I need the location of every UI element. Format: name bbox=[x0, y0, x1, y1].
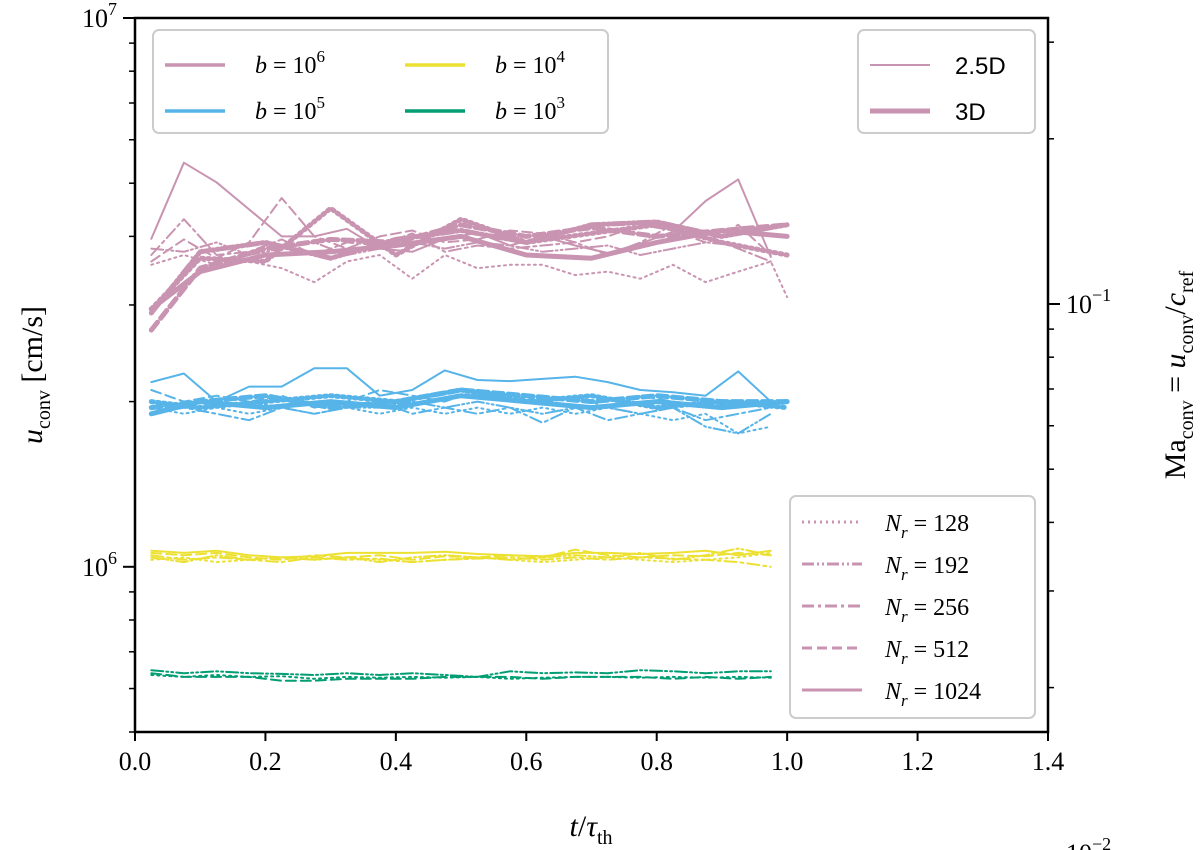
right-axis-ticks: 10−2 10−1 bbox=[1048, 41, 1111, 850]
legend-b-label: b = 106 bbox=[255, 47, 325, 79]
plot-frame bbox=[133, 16, 1050, 734]
legend-nr-label: Nr = 256 bbox=[884, 595, 969, 626]
y-axis-ticks: 106 107 bbox=[82, 0, 135, 733]
legend-b-label: b = 105 bbox=[255, 93, 325, 125]
right-tick-label: 10−1 bbox=[1066, 285, 1111, 319]
series-line-7 bbox=[148, 205, 790, 312]
legend-dim-label: 2.5D bbox=[955, 53, 1006, 80]
right-tick-label: 10−2 bbox=[1066, 834, 1111, 850]
legend-b-values: b = 106 b = 104 b = 105 b = 103 bbox=[152, 29, 609, 134]
x-tick-label: 0.8 bbox=[640, 747, 673, 776]
legend-nr-label: Nr = 1024 bbox=[884, 679, 981, 710]
series-line-9 bbox=[150, 367, 772, 403]
x-tick-label: 0.6 bbox=[510, 747, 543, 776]
series-line-2 bbox=[150, 218, 772, 263]
series-line-4 bbox=[150, 254, 789, 299]
series-line-8 bbox=[148, 219, 790, 316]
legend-b-label: b = 103 bbox=[495, 93, 565, 125]
series-line-16 bbox=[148, 387, 790, 411]
legend-b-label: b = 104 bbox=[495, 47, 566, 79]
x-tick-label: 0.4 bbox=[380, 747, 413, 776]
x-tick-label: 1.0 bbox=[771, 747, 804, 776]
series-line-0 bbox=[150, 161, 772, 258]
x-tick-label: 0.0 bbox=[119, 747, 152, 776]
series-line-6 bbox=[148, 222, 790, 333]
series-line-21 bbox=[150, 551, 772, 564]
y-tick-label: 106 bbox=[82, 548, 117, 582]
x-axis-label: t/τth bbox=[570, 810, 613, 849]
legend-resolution: Nr = 128 Nr = 192 Nr = 256 Nr = 512 Nr = 102… bbox=[789, 495, 1036, 719]
legend-nr-label: Nr = 128 bbox=[884, 511, 969, 542]
series-line-17 bbox=[150, 549, 772, 559]
x-tick-label: 1.4 bbox=[1032, 747, 1065, 776]
series-layer bbox=[148, 161, 790, 682]
legend-nr-frame bbox=[789, 495, 1036, 719]
legend-nr-label: Nr = 512 bbox=[884, 637, 969, 668]
legend-nr-label: Nr = 192 bbox=[884, 553, 969, 584]
y-axis-label: uconv [cm/s] bbox=[16, 306, 55, 444]
legend-dim-label: 3D bbox=[955, 99, 986, 126]
x-tick-label: 0.2 bbox=[249, 747, 282, 776]
series-line-23 bbox=[150, 669, 772, 678]
y-tick-label: 107 bbox=[82, 0, 117, 33]
legend-dim-frame bbox=[857, 29, 1036, 134]
legend-dimension: 2.5D 3D bbox=[857, 29, 1036, 134]
series-line-5 bbox=[148, 228, 790, 312]
right-axis-label: Maconv = uconv/cref bbox=[1159, 270, 1198, 479]
legend-b-frame bbox=[152, 29, 609, 134]
series-line-24 bbox=[150, 674, 772, 680]
x-tick-label: 1.2 bbox=[901, 747, 934, 776]
x-axis-ticks: 0.0 0.2 0.4 0.6 0.8 1.0 1.2 1.4 bbox=[119, 732, 1065, 776]
series-line-18 bbox=[150, 548, 772, 561]
